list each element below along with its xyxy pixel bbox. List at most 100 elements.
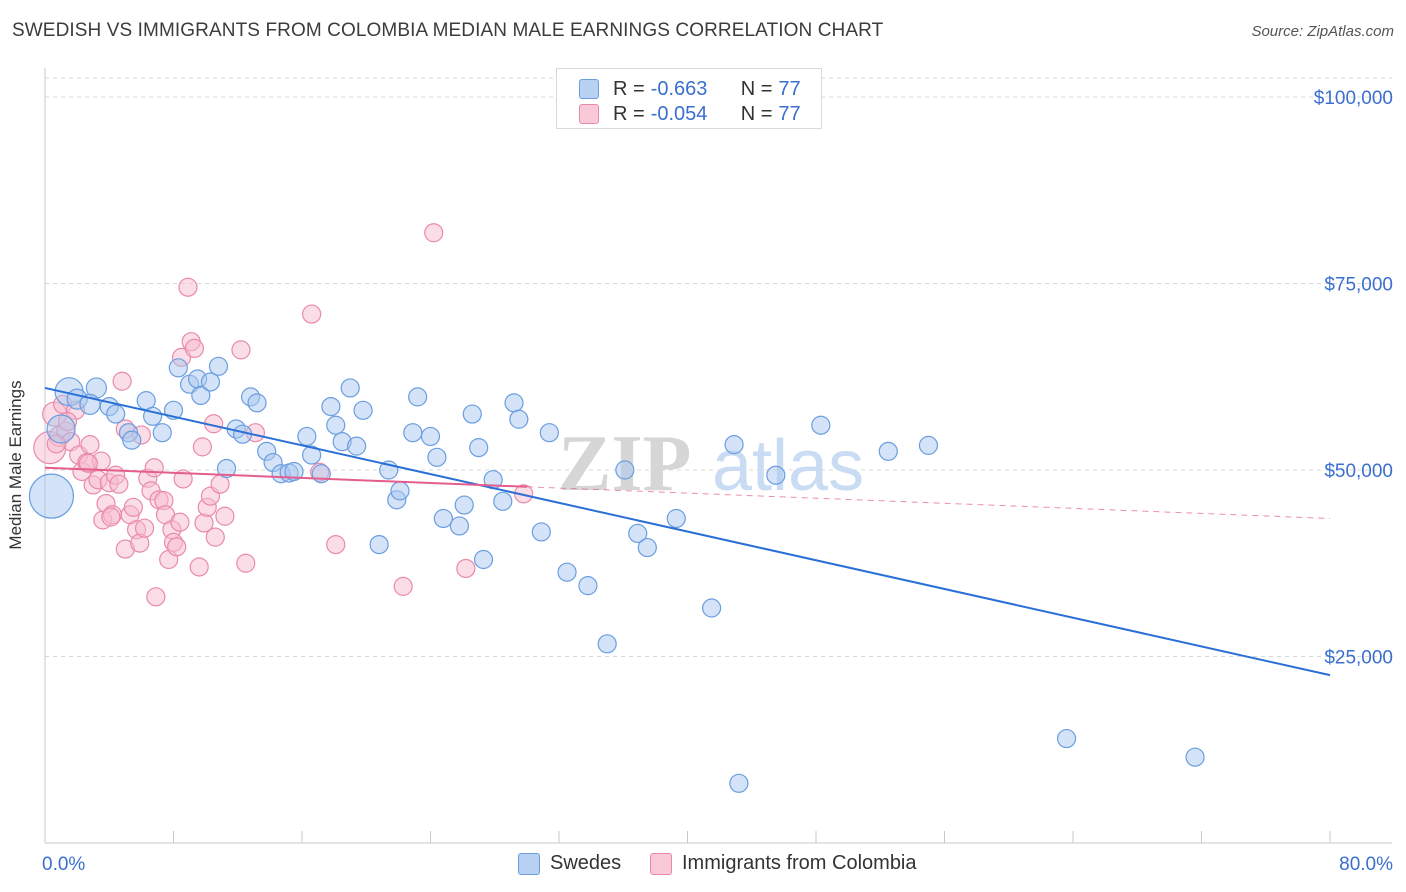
colombia-trendline — [44, 466, 527, 488]
y-tick-label: $75,000 — [1324, 275, 1393, 296]
colombia-point-19 — [109, 474, 129, 494]
colombia-point-40 — [170, 512, 190, 532]
swedes-point-50 — [462, 404, 482, 424]
r-label: R = — [613, 77, 645, 100]
colombia-point-66 — [78, 453, 98, 473]
swedes-point-33 — [321, 396, 341, 417]
swedes-point-48 — [449, 516, 470, 536]
swedes-point-68 — [729, 773, 749, 793]
swedes-point-64 — [637, 537, 657, 558]
colombia-point-24 — [123, 497, 143, 517]
y-tick-label: $100,000 — [1314, 88, 1393, 109]
swedes-point-70 — [811, 415, 831, 435]
legend-swatch-pink — [579, 104, 599, 124]
swedes-point-72 — [918, 435, 939, 455]
swedes-point-58 — [539, 423, 559, 443]
r-label: R = — [613, 102, 645, 125]
colombia-point-65 — [101, 507, 121, 527]
legend-swatch-blue — [518, 852, 540, 875]
colombia-point-47 — [192, 437, 213, 457]
swedes-point-66 — [701, 598, 722, 618]
legend-item-colombia[interactable]: Immigrants from Colombia — [650, 852, 917, 875]
y-axis-label: Median Male Earnings — [6, 380, 25, 550]
swedes-point-59 — [557, 562, 577, 582]
colombia-point-43 — [178, 277, 198, 297]
correlation-legend: R = -0.663 N = 77 R = -0.054 N = 77 — [556, 68, 822, 129]
colombia-trendline-extension — [526, 486, 1331, 519]
legend-label: Swedes — [550, 852, 622, 874]
swedes-point-74 — [1185, 747, 1205, 767]
colombia-point-56 — [236, 553, 256, 573]
swedes-point-62 — [615, 460, 635, 480]
colombia-point-55 — [231, 340, 251, 360]
colombia-point-31 — [144, 458, 164, 478]
swedes-point-14 — [168, 358, 188, 378]
swedes-point-2 — [46, 414, 76, 444]
swedes-point-49 — [454, 495, 474, 515]
legend-item-swedes[interactable]: Swedes — [518, 852, 621, 875]
chart-title: SWEDISH VS IMMIGRANTS FROM COLOMBIA MEDI… — [12, 20, 884, 41]
legend-label: Immigrants from Colombia — [682, 852, 917, 874]
swedes-point-51 — [469, 438, 489, 458]
swedes-point-47 — [433, 508, 453, 529]
legend-row-colombia: R = -0.054 N = 77 — [579, 102, 801, 126]
swedes-point-52 — [473, 549, 494, 570]
colombia-point-45 — [184, 338, 204, 359]
series-legend: Swedes Immigrants from Colombia — [0, 852, 1406, 878]
swedes-trendline — [44, 386, 1331, 677]
legend-swatch-pink — [650, 852, 672, 875]
swedes-point-42 — [390, 481, 410, 501]
colombia-point-61 — [393, 576, 413, 596]
swedes-point-17 — [191, 385, 211, 405]
swedes-point-60 — [578, 576, 598, 596]
colombia-point-32 — [146, 587, 166, 607]
n-label: N = — [740, 102, 773, 125]
swedes-point-73 — [1056, 728, 1077, 749]
swedes-point-71 — [878, 441, 898, 461]
swedes-point-44 — [408, 387, 428, 407]
colombia-point-39 — [167, 537, 187, 557]
swedes-point-34 — [326, 415, 346, 435]
y-tick-label: $25,000 — [1324, 648, 1393, 669]
swedes-point-9 — [122, 430, 142, 450]
swedes-point-39 — [369, 534, 389, 555]
colombia-point-63 — [456, 558, 476, 579]
swedes-point-46 — [427, 447, 447, 467]
n-label: N = — [740, 77, 773, 100]
colombia-point-52 — [205, 527, 225, 547]
swedes-point-43 — [403, 423, 423, 443]
swedes-point-69 — [766, 465, 786, 485]
source-label: Source: ZipAtlas.com — [1251, 23, 1394, 40]
swedes-point-7 — [106, 404, 126, 424]
n-value: 77 — [778, 77, 801, 100]
colombia-point-58 — [302, 304, 322, 324]
swedes-point-19 — [208, 356, 229, 376]
swedes-point-38 — [353, 400, 373, 420]
legend-row-swedes: R = -0.663 N = 77 — [579, 77, 801, 101]
colombia-point-10 — [80, 435, 100, 455]
swedes-point-0 — [28, 473, 75, 519]
swedes-point-36 — [340, 378, 360, 398]
n-value: 77 — [778, 102, 801, 125]
colombia-point-20 — [112, 371, 132, 391]
r-value: -0.054 — [650, 102, 708, 125]
colombia-point-62 — [424, 223, 444, 243]
swedes-point-24 — [247, 393, 267, 413]
swedes-point-30 — [297, 426, 317, 447]
swedes-point-63 — [628, 523, 648, 544]
colombia-point-42 — [173, 469, 193, 489]
swedes-point-67 — [724, 435, 744, 455]
x-tick-label: 0.0% — [42, 854, 85, 875]
r-value: -0.663 — [650, 77, 708, 100]
colombia-point-28 — [134, 518, 155, 538]
swedes-point-61 — [597, 634, 617, 654]
swedes-point-55 — [504, 393, 524, 413]
swedes-point-32 — [311, 464, 331, 484]
colombia-point-46 — [189, 557, 209, 577]
swedes-point-29 — [284, 461, 304, 482]
y-tick-label: $50,000 — [1324, 461, 1393, 482]
swedes-point-56 — [509, 409, 529, 429]
swedes-point-65 — [666, 508, 686, 529]
swedes-point-37 — [347, 436, 367, 456]
swedes-point-20 — [216, 458, 237, 479]
